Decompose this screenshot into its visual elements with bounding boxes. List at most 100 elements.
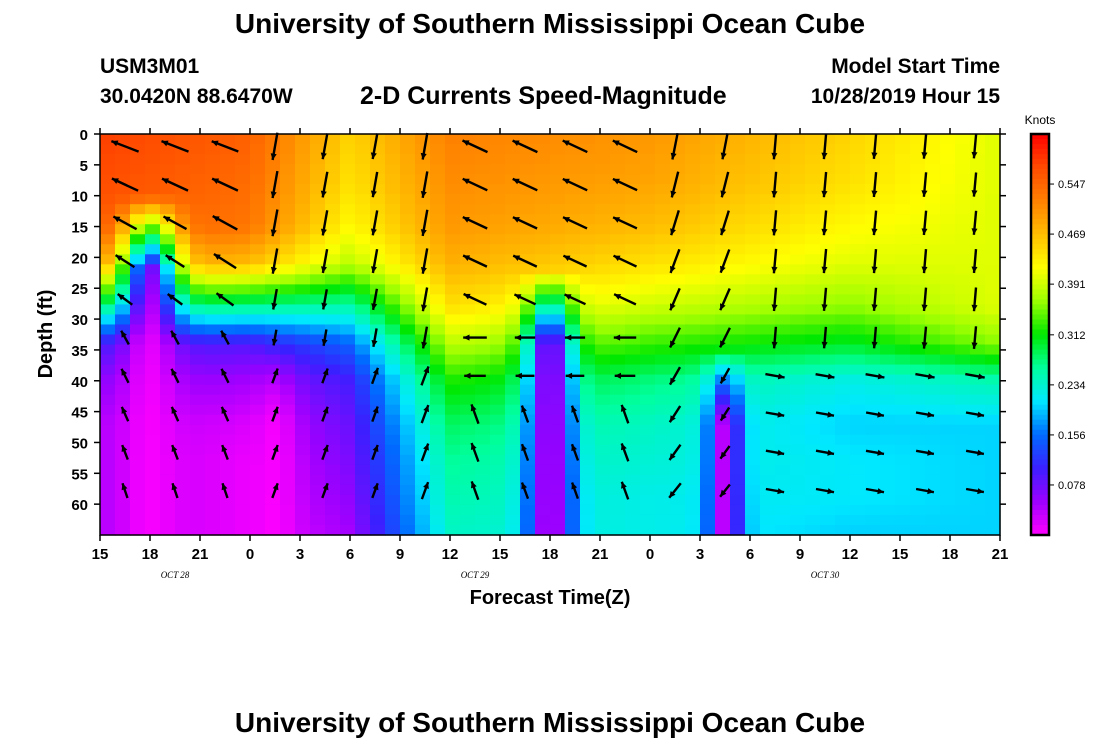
heatmap-cell — [310, 274, 326, 285]
heatmap-cell — [145, 404, 161, 416]
heatmap-cell — [820, 284, 836, 296]
heatmap-cell — [580, 214, 596, 225]
heatmap-cell — [505, 494, 521, 506]
heatmap-cell — [850, 184, 866, 195]
heatmap-cell — [100, 214, 116, 225]
current-vector — [620, 481, 630, 500]
heatmap-cell — [610, 324, 626, 336]
current-vector — [371, 406, 379, 423]
heatmap-cell — [340, 244, 356, 255]
heatmap-cell — [850, 164, 866, 175]
current-vector — [470, 480, 480, 501]
heatmap-cell — [385, 294, 401, 306]
heatmap-cell — [955, 234, 971, 245]
heatmap-cell — [160, 354, 176, 366]
heatmap-cell — [790, 244, 806, 255]
heatmap-cell — [370, 344, 386, 356]
heatmap-cell — [895, 204, 911, 215]
heatmap-cell — [235, 504, 251, 516]
current-vector — [270, 170, 279, 199]
heatmap-cell — [910, 294, 926, 306]
heatmap-cell — [280, 324, 296, 336]
heatmap-cell — [415, 364, 431, 376]
heatmap-cell — [760, 164, 776, 175]
heatmap-cell — [865, 134, 881, 145]
heatmap-cell — [520, 244, 536, 255]
heatmap-cell — [985, 374, 1001, 386]
heatmap-cell — [295, 424, 311, 436]
heatmap-cell — [430, 494, 446, 506]
heatmap-cell — [835, 374, 851, 386]
heatmap-cell — [235, 314, 251, 326]
heatmap-cell — [595, 234, 611, 245]
heatmap-cell — [235, 324, 251, 336]
heatmap-cell — [475, 164, 491, 175]
heatmap-cell — [865, 424, 881, 436]
heatmap-cell — [610, 414, 626, 426]
heatmap-cell — [130, 464, 146, 476]
heatmap-cell — [205, 424, 221, 436]
heatmap-cell — [985, 364, 1001, 376]
heatmap-cell — [970, 364, 986, 376]
heatmap-cell — [385, 464, 401, 476]
heatmap-cell — [985, 314, 1001, 326]
heatmap-cell — [145, 314, 161, 326]
heatmap-cell — [325, 324, 341, 336]
heatmap-cell — [790, 524, 806, 536]
heatmap-cell — [445, 304, 461, 316]
heatmap-cell — [895, 444, 911, 456]
heatmap-cell — [310, 424, 326, 436]
heatmap-cell — [145, 484, 161, 496]
heatmap-cell — [970, 234, 986, 245]
heatmap-cell — [115, 334, 131, 346]
heatmap-cell — [130, 444, 146, 456]
current-vector — [212, 215, 238, 231]
heatmap-cell — [430, 234, 446, 245]
current-vector — [921, 133, 928, 159]
heatmap-cell — [670, 214, 686, 225]
heatmap-cell — [265, 204, 281, 215]
heatmap-cell — [385, 474, 401, 486]
heatmap-cell — [670, 224, 686, 235]
heatmap-cell — [970, 314, 986, 326]
heatmap-cell — [985, 174, 1001, 185]
heatmap-cell — [145, 164, 161, 175]
heatmap-cell — [205, 434, 221, 446]
heatmap-cell — [115, 494, 131, 506]
heatmap-cell — [700, 224, 716, 235]
heatmap-cell — [700, 484, 716, 496]
heatmap-cell — [580, 334, 596, 346]
heatmap-cell — [250, 284, 266, 296]
heatmap-cell — [310, 394, 326, 406]
heatmap-cell — [505, 224, 521, 235]
heatmap-cell — [760, 264, 776, 275]
current-vector — [221, 444, 229, 461]
heatmap-cell — [190, 394, 206, 406]
heatmap-cell — [490, 194, 506, 205]
heatmap-cell — [700, 264, 716, 275]
heatmap-cell — [325, 284, 341, 296]
heatmap-cell — [580, 314, 596, 326]
heatmap-cell — [160, 154, 176, 165]
heatmap-cell — [130, 314, 146, 326]
heatmap-cell — [955, 364, 971, 376]
heatmap-cell — [520, 134, 536, 145]
current-vector — [170, 406, 180, 422]
current-vector — [765, 449, 785, 456]
heatmap-cell — [550, 144, 566, 155]
heatmap-cell — [655, 414, 671, 426]
heatmap-cell — [280, 494, 296, 506]
heatmap-cell — [280, 174, 296, 185]
heatmap-cell — [190, 424, 206, 436]
heatmap-cell — [655, 394, 671, 406]
heatmap-cell — [175, 264, 191, 275]
heatmap-cell — [700, 234, 716, 245]
heatmap-cell — [325, 194, 341, 205]
heatmap-cell — [175, 364, 191, 376]
heatmap-cell — [175, 474, 191, 486]
heatmap-cell — [325, 164, 341, 175]
heatmap-cell — [265, 524, 281, 536]
heatmap-cell — [835, 204, 851, 215]
heatmap-cell — [655, 274, 671, 285]
